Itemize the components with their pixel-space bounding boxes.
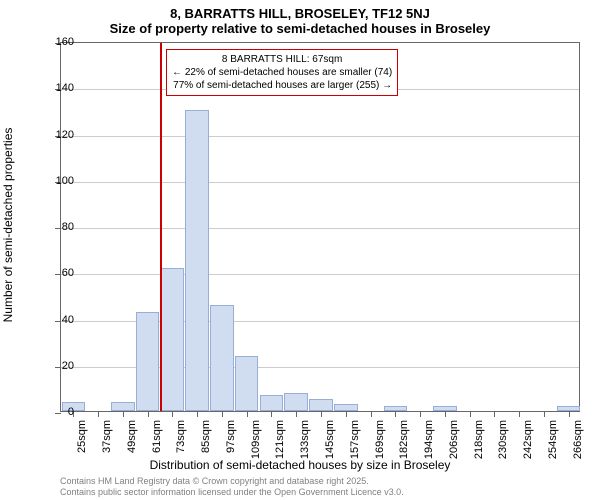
x-tick [172, 411, 173, 417]
gridline [61, 228, 579, 229]
x-tick-label: 25sqm [76, 420, 88, 470]
histogram-bar [284, 393, 308, 412]
x-tick-label: 242sqm [522, 420, 534, 470]
x-tick-label: 85sqm [200, 420, 212, 470]
x-tick [321, 411, 322, 417]
y-tick-label: 160 [44, 36, 74, 48]
x-tick [519, 411, 520, 417]
x-tick [544, 411, 545, 417]
histogram-bar [309, 399, 333, 411]
x-tick [148, 411, 149, 417]
x-tick [197, 411, 198, 417]
x-tick-label: 73sqm [175, 420, 187, 470]
footer-line1: Contains HM Land Registry data © Crown c… [60, 476, 404, 487]
x-tick-label: 133sqm [299, 420, 311, 470]
histogram-bar [210, 305, 234, 411]
histogram-bar [334, 404, 358, 411]
x-tick-label: 206sqm [448, 420, 460, 470]
annotation-line: ← 22% of semi-detached houses are smalle… [172, 66, 392, 79]
x-tick-label: 157sqm [349, 420, 361, 470]
x-tick [470, 411, 471, 417]
plot-area: 8 BARRATTS HILL: 67sqm← 22% of semi-deta… [60, 42, 580, 412]
y-tick-label: 60 [44, 267, 74, 279]
x-tick [445, 411, 446, 417]
x-tick-label: 194sqm [423, 420, 435, 470]
x-tick-label: 254sqm [547, 420, 559, 470]
marker-line [160, 43, 162, 411]
y-tick-label: 40 [44, 314, 74, 326]
x-tick-label: 266sqm [572, 420, 584, 470]
x-tick [247, 411, 248, 417]
y-tick-label: 20 [44, 360, 74, 372]
x-tick-label: 97sqm [225, 420, 237, 470]
annotation-line: 77% of semi-detached houses are larger (… [172, 79, 392, 92]
y-axis-label: Number of semi-detached properties [1, 128, 15, 323]
gridline [61, 182, 579, 183]
x-tick [271, 411, 272, 417]
histogram-bar [136, 312, 160, 411]
histogram-bar [260, 395, 284, 411]
chart-title-line1: 8, BARRATTS HILL, BROSELEY, TF12 5NJ [0, 0, 600, 21]
x-tick-label: 121sqm [274, 420, 286, 470]
x-tick [98, 411, 99, 417]
gridline [61, 274, 579, 275]
x-tick [420, 411, 421, 417]
x-tick [395, 411, 396, 417]
y-tick-label: 80 [44, 221, 74, 233]
x-tick-label: 109sqm [250, 420, 262, 470]
y-tick-label: 120 [44, 129, 74, 141]
histogram-bar [111, 402, 135, 411]
gridline [61, 136, 579, 137]
histogram-bar [185, 110, 209, 411]
footer-line2: Contains public sector information licen… [60, 487, 404, 498]
annotation-line: 8 BARRATTS HILL: 67sqm [172, 53, 392, 66]
chart-area: 8 BARRATTS HILL: 67sqm← 22% of semi-deta… [60, 42, 580, 412]
x-tick-label: 182sqm [398, 420, 410, 470]
y-tick-label: 0 [44, 406, 74, 418]
x-tick-label: 61sqm [151, 420, 163, 470]
x-tick-label: 49sqm [126, 420, 138, 470]
x-tick [296, 411, 297, 417]
x-tick [123, 411, 124, 417]
histogram-bar [235, 356, 259, 412]
x-tick [222, 411, 223, 417]
annotation-box: 8 BARRATTS HILL: 67sqm← 22% of semi-deta… [166, 49, 398, 96]
x-tick [569, 411, 570, 417]
x-tick-label: 218sqm [473, 420, 485, 470]
chart-title-line2: Size of property relative to semi-detach… [0, 21, 600, 40]
x-tick-label: 230sqm [497, 420, 509, 470]
y-tick-label: 100 [44, 175, 74, 187]
x-tick-label: 37sqm [101, 420, 113, 470]
x-tick-label: 145sqm [324, 420, 336, 470]
y-tick-label: 140 [44, 82, 74, 94]
x-tick-label: 169sqm [374, 420, 386, 470]
x-tick [494, 411, 495, 417]
chart-container: 8, BARRATTS HILL, BROSELEY, TF12 5NJ Siz… [0, 0, 600, 500]
footer-attribution: Contains HM Land Registry data © Crown c… [60, 476, 404, 498]
x-tick [346, 411, 347, 417]
x-tick [371, 411, 372, 417]
histogram-bar [161, 268, 185, 411]
